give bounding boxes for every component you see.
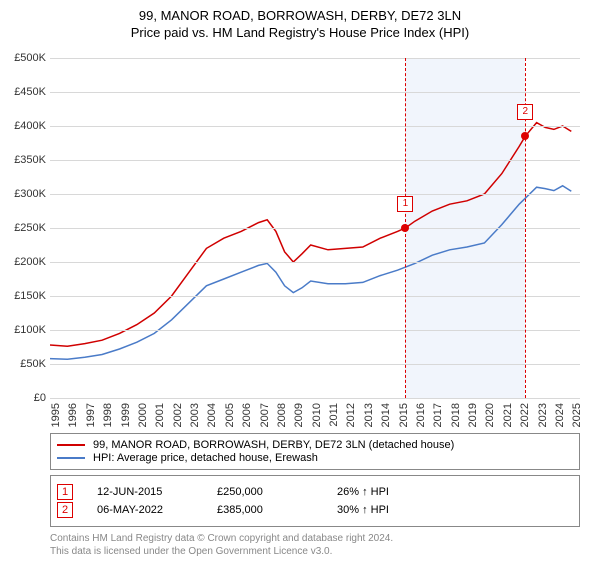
gridline [50, 262, 580, 263]
x-axis-label: 2014 [380, 403, 392, 427]
x-axis-label: 1999 [120, 403, 132, 427]
x-axis-label: 2022 [519, 403, 531, 427]
x-axis-label: 2004 [206, 403, 218, 427]
gridline [50, 194, 580, 195]
transaction-row: 1 12-JUN-2015£250,00026% ↑ HPI [57, 484, 573, 500]
y-axis-label: £0 [6, 392, 46, 404]
y-axis-label: £50K [6, 358, 46, 370]
price-marker [521, 132, 529, 140]
y-axis-label: £250K [6, 222, 46, 234]
footer-line-2: This data is licensed under the Open Gov… [50, 545, 393, 558]
y-axis-label: £350K [6, 154, 46, 166]
x-axis-label: 1995 [50, 403, 62, 427]
transaction-date: 12-JUN-2015 [97, 486, 217, 498]
x-axis-label: 2006 [241, 403, 253, 427]
y-axis-label: £200K [6, 256, 46, 268]
y-axis-label: £400K [6, 120, 46, 132]
legend-label: HPI: Average price, detached house, Erew… [93, 452, 318, 464]
marker-label: 1 [397, 196, 413, 212]
y-axis-label: £150K [6, 290, 46, 302]
gridline [50, 126, 580, 127]
legend-item: HPI: Average price, detached house, Erew… [57, 452, 573, 464]
gridline [50, 160, 580, 161]
x-axis-label: 2001 [154, 403, 166, 427]
x-axis-label: 2002 [172, 403, 184, 427]
x-axis-label: 2018 [450, 403, 462, 427]
x-axis-label: 2003 [189, 403, 201, 427]
x-axis-label: 2000 [137, 403, 149, 427]
legend-box: 99, MANOR ROAD, BORROWASH, DERBY, DE72 3… [50, 433, 580, 470]
x-axis-label: 2016 [415, 403, 427, 427]
transaction-row: 2 06-MAY-2022£385,00030% ↑ HPI [57, 502, 573, 518]
legend-swatch [57, 457, 85, 459]
chart-container: 99, MANOR ROAD, BORROWASH, DERBY, DE72 3… [0, 8, 600, 568]
transaction-delta: 30% ↑ HPI [337, 504, 457, 516]
x-axis-label: 1997 [85, 403, 97, 427]
gridline [50, 296, 580, 297]
y-axis-label: £300K [6, 188, 46, 200]
transaction-date: 06-MAY-2022 [97, 504, 217, 516]
x-axis-label: 2009 [293, 403, 305, 427]
y-axis-label: £500K [6, 52, 46, 64]
x-axis-label: 2011 [328, 403, 340, 427]
series-hpi [50, 186, 571, 359]
gridline [50, 228, 580, 229]
legend-label: 99, MANOR ROAD, BORROWASH, DERBY, DE72 3… [93, 439, 454, 451]
y-axis-label: £450K [6, 86, 46, 98]
gridline [50, 364, 580, 365]
transaction-price: £250,000 [217, 486, 337, 498]
transaction-price: £385,000 [217, 504, 337, 516]
transaction-table: 1 12-JUN-2015£250,00026% ↑ HPI 2 06-MAY-202… [50, 475, 580, 527]
chart-subtitle: Price paid vs. HM Land Registry's House … [0, 25, 600, 40]
x-axis-label: 2025 [571, 403, 583, 427]
gridline [50, 398, 580, 399]
gridline [50, 330, 580, 331]
x-axis-label: 2008 [276, 403, 288, 427]
legend-item: 99, MANOR ROAD, BORROWASH, DERBY, DE72 3… [57, 439, 573, 451]
x-axis-label: 2019 [467, 403, 479, 427]
x-axis-label: 2020 [484, 403, 496, 427]
transaction-marker: 1 [57, 484, 73, 500]
x-axis-label: 2005 [224, 403, 236, 427]
legend-swatch [57, 444, 85, 446]
chart-title: 99, MANOR ROAD, BORROWASH, DERBY, DE72 3… [0, 8, 600, 23]
transaction-delta: 26% ↑ HPI [337, 486, 457, 498]
x-axis-label: 1998 [102, 403, 114, 427]
x-axis-label: 2015 [398, 403, 410, 427]
y-axis-label: £100K [6, 324, 46, 336]
footer-line-1: Contains HM Land Registry data © Crown c… [50, 532, 393, 545]
x-axis-label: 2017 [432, 403, 444, 427]
x-axis-label: 2021 [502, 403, 514, 427]
x-axis-label: 2010 [311, 403, 323, 427]
plot-area: £0£50K£100K£150K£200K£250K£300K£350K£400… [50, 58, 580, 399]
price-marker [401, 224, 409, 232]
x-axis-label: 2023 [537, 403, 549, 427]
gridline [50, 92, 580, 93]
x-axis-label: 2013 [363, 403, 375, 427]
x-axis-label: 2024 [554, 403, 566, 427]
transaction-marker: 2 [57, 502, 73, 518]
footer-text: Contains HM Land Registry data © Crown c… [50, 532, 393, 558]
x-axis-label: 2012 [345, 403, 357, 427]
x-axis-label: 2007 [259, 403, 271, 427]
x-axis-label: 1996 [67, 403, 79, 427]
marker-label: 2 [517, 104, 533, 120]
gridline [50, 58, 580, 59]
